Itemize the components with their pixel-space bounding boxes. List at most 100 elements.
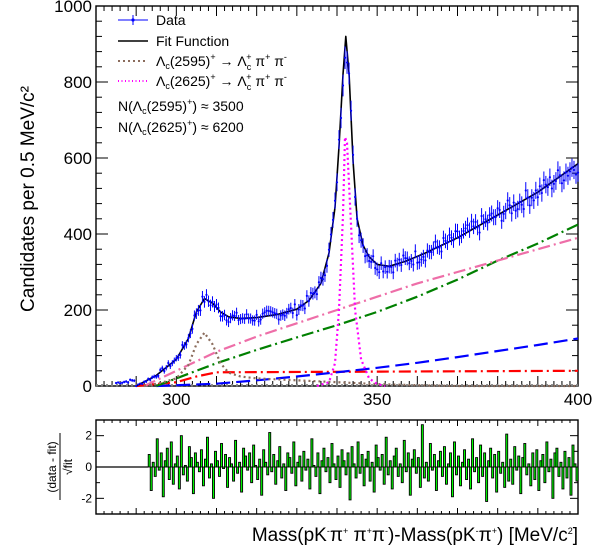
residual-bar [324, 466, 328, 473]
data-point [157, 374, 160, 377]
data-point [285, 312, 288, 315]
data-point [167, 361, 170, 365]
residual-bar [338, 466, 342, 488]
data-point [376, 268, 379, 271]
data-point [199, 309, 202, 312]
data-point [137, 383, 140, 386]
legend-label-lc2595: Λc(2595)+ → Λc+ π+ π- [156, 52, 287, 72]
residual-bar [459, 466, 462, 487]
residual-bar [370, 461, 374, 468]
data-point [408, 262, 411, 265]
data-point [366, 254, 369, 257]
x-axis-label: Mass(pK-π+ π+π-)-Mass(pK-π+) [MeV/c2] [252, 525, 578, 546]
residual-bar [503, 466, 507, 488]
residual-bar [228, 457, 232, 468]
residual-bar [424, 461, 428, 468]
residual-bar [175, 455, 179, 468]
residual-bar [262, 449, 266, 468]
data-point [510, 212, 513, 215]
data-point [572, 168, 576, 172]
residual-bar [384, 436, 388, 468]
data-point [273, 312, 276, 315]
data-point [143, 380, 146, 383]
main-tick-labels: 300 350 400 0 200 400 600 800 1000 [54, 0, 592, 409]
data-point [458, 236, 461, 240]
data-point [249, 317, 252, 320]
data-point [187, 336, 190, 340]
residual-bar [473, 466, 477, 473]
data-point [323, 274, 327, 277]
data-point [183, 344, 186, 348]
data-point [472, 225, 475, 228]
data-point [227, 320, 230, 324]
data-point [145, 380, 148, 383]
data-point [123, 380, 126, 384]
annotation-n2625: N(Λc(2625)+) ≈ 6200 [118, 118, 244, 137]
residual-bar [376, 457, 380, 468]
data-point [357, 234, 361, 237]
residual-bar [171, 466, 175, 485]
data-point [265, 309, 268, 312]
residual-bar [314, 466, 318, 477]
data-point [422, 255, 425, 258]
residual-bar [250, 466, 254, 484]
data-point [464, 227, 467, 230]
residual-bar [362, 466, 366, 487]
residual-bar [346, 452, 350, 468]
data-point [562, 179, 566, 182]
data-point [339, 116, 343, 120]
residual-bar [509, 458, 513, 468]
main-y-axis-label: Candidates per 0.5 MeV/c² [18, 86, 39, 312]
residual-bar [515, 466, 519, 471]
data-point [114, 381, 118, 385]
data-point [438, 246, 441, 249]
data-point [364, 255, 367, 258]
data-point [520, 203, 523, 206]
y-tick-label: 0 [83, 377, 92, 396]
residual-bar [489, 447, 493, 468]
data-point [269, 310, 272, 313]
data-point [295, 313, 298, 317]
data-point [277, 318, 280, 321]
residual-bar [290, 466, 294, 474]
data-point [516, 207, 519, 211]
residual-bar [557, 466, 561, 477]
data-point [372, 255, 375, 258]
residual-bar [414, 466, 418, 474]
data-point [217, 306, 220, 310]
residual-bar [340, 449, 344, 468]
residual-bar [374, 444, 378, 468]
residual-bar [197, 466, 201, 473]
data-point [550, 187, 553, 190]
data-point [468, 229, 471, 232]
data-point [490, 212, 493, 215]
residual-bar [280, 466, 284, 479]
residual-bar [396, 466, 400, 477]
data-point [532, 199, 535, 202]
data-point [546, 185, 549, 189]
residual-bar [185, 466, 189, 482]
residual-bar [352, 463, 356, 468]
residual-bar [420, 424, 424, 468]
data-point [496, 207, 499, 210]
residual-bar [438, 450, 442, 468]
residual-bar [252, 444, 256, 468]
data-point [353, 195, 357, 199]
data-point [446, 241, 449, 244]
residual-bar [535, 449, 539, 468]
residual-bar [523, 443, 527, 468]
residual-bar [254, 464, 258, 468]
residual-bar [517, 455, 521, 468]
residual-bar [169, 441, 173, 468]
residual-bar [161, 466, 165, 498]
residual-bar [368, 466, 372, 482]
data-point [394, 259, 397, 262]
data-point [570, 166, 574, 169]
data-point [255, 313, 258, 316]
residual-bar [304, 466, 308, 471]
data-point [349, 109, 353, 112]
data-point [291, 311, 294, 315]
data-point [524, 189, 527, 192]
residual-bar [386, 466, 390, 476]
residual-bar [449, 452, 452, 468]
